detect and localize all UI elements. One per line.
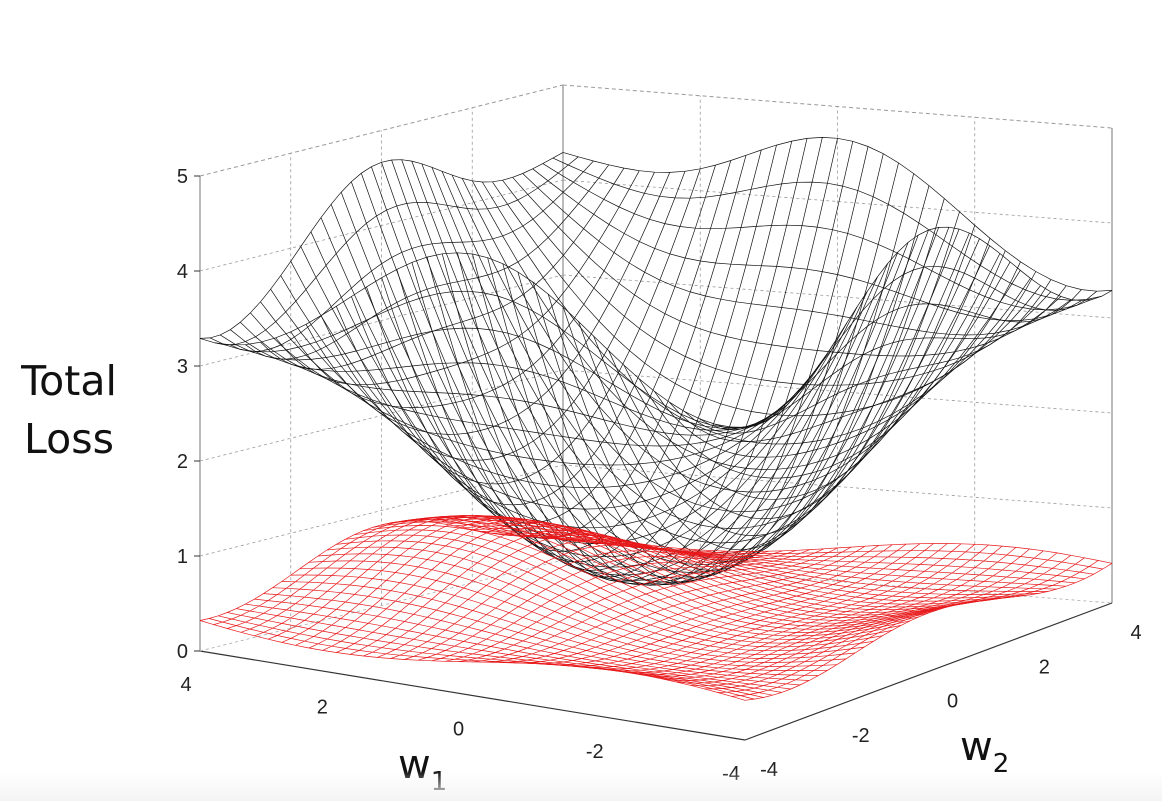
x-tick-label: 2 [317,696,328,718]
y-tick-label: 4 [1130,622,1141,644]
mesh-line [218,615,764,698]
mesh-line [254,515,618,637]
mesh-line [435,518,984,613]
grid-line [199,369,564,462]
mesh-line [444,520,993,611]
y-tick-label: -2 [852,725,870,747]
mesh-line [669,271,1037,442]
mesh-line [714,289,1082,429]
mesh-line [199,520,564,621]
mesh-line [454,522,1002,608]
z-tick-label: 0 [177,641,188,663]
mesh-line [230,329,776,431]
mesh-line [320,217,868,568]
mesh-line [463,525,1012,605]
mesh-line [215,156,579,346]
box-edge [744,602,1113,741]
mesh-line [458,548,824,662]
z-tick-label: 1 [177,546,188,568]
mesh-line [260,167,625,370]
grid-line [562,274,1113,319]
z-axis-label: Total Loss [21,357,117,463]
mesh-line [535,534,1085,580]
box-edge [199,559,564,652]
mesh-line [351,164,716,506]
grid-line [562,179,1113,224]
mesh-line [522,173,1072,336]
x-tick-label: 4 [180,674,191,696]
mesh-line [502,179,1052,386]
mesh-line [390,516,938,627]
mesh-line [595,543,962,672]
mesh-line [552,157,1102,301]
mesh-line [431,167,980,544]
red-loss-surface [199,515,1113,701]
mesh-line [512,177,1062,357]
mesh-line [562,137,1113,292]
mesh-line [508,535,1058,590]
mesh-line [472,527,1021,602]
mesh-line [399,515,947,624]
mesh-line [417,550,783,661]
z-tick-label: 4 [177,261,188,283]
z-tick-label: 3 [177,356,188,378]
box-edge [199,650,746,741]
mesh-line [517,153,884,583]
mesh-line [230,160,594,352]
mesh-line [281,515,646,643]
grid-line [199,464,564,557]
mesh-line [295,517,660,646]
mesh-line [404,550,769,660]
mesh-line [213,518,577,625]
mesh-line [542,163,1092,311]
mesh-line [411,160,960,566]
mesh-line [381,162,929,583]
mesh-line [220,327,766,429]
mesh-line [490,532,1039,595]
mesh-line [532,168,1082,321]
mesh-line [532,162,899,578]
mesh-line [335,168,701,485]
mesh-line [245,164,610,360]
z-tick-label: 5 [177,166,188,188]
mesh-line [482,181,1031,445]
bottom-shadow [0,771,1162,801]
mesh-line [472,138,838,585]
mesh-line [544,533,1094,575]
mesh-line [275,170,640,386]
mesh-line [499,534,1048,592]
mesh-line [593,211,960,536]
mesh-line [290,261,838,529]
mesh-line [431,549,797,662]
mesh-line [461,178,1011,493]
box-edge [199,84,564,177]
y-tick-label: 0 [947,691,958,713]
mesh-line [421,163,970,556]
mesh-line [381,155,747,539]
x-tick-label: 0 [453,719,464,741]
mesh-line [562,529,1113,564]
box-edge [562,84,1113,129]
mesh-line [290,574,837,667]
mesh-line [699,285,1067,430]
mesh-line [445,549,811,662]
grid-line [562,369,1113,414]
z-tick-label: 2 [177,451,188,473]
mesh-line [553,531,1103,570]
black-loss-surface [199,137,1113,586]
mesh-line [517,535,1067,587]
mesh-line [684,279,1052,434]
mesh-line [199,152,564,339]
x-tick-label: -2 [586,741,604,763]
y-tick-label: 2 [1039,656,1050,678]
mesh-line [299,567,846,663]
